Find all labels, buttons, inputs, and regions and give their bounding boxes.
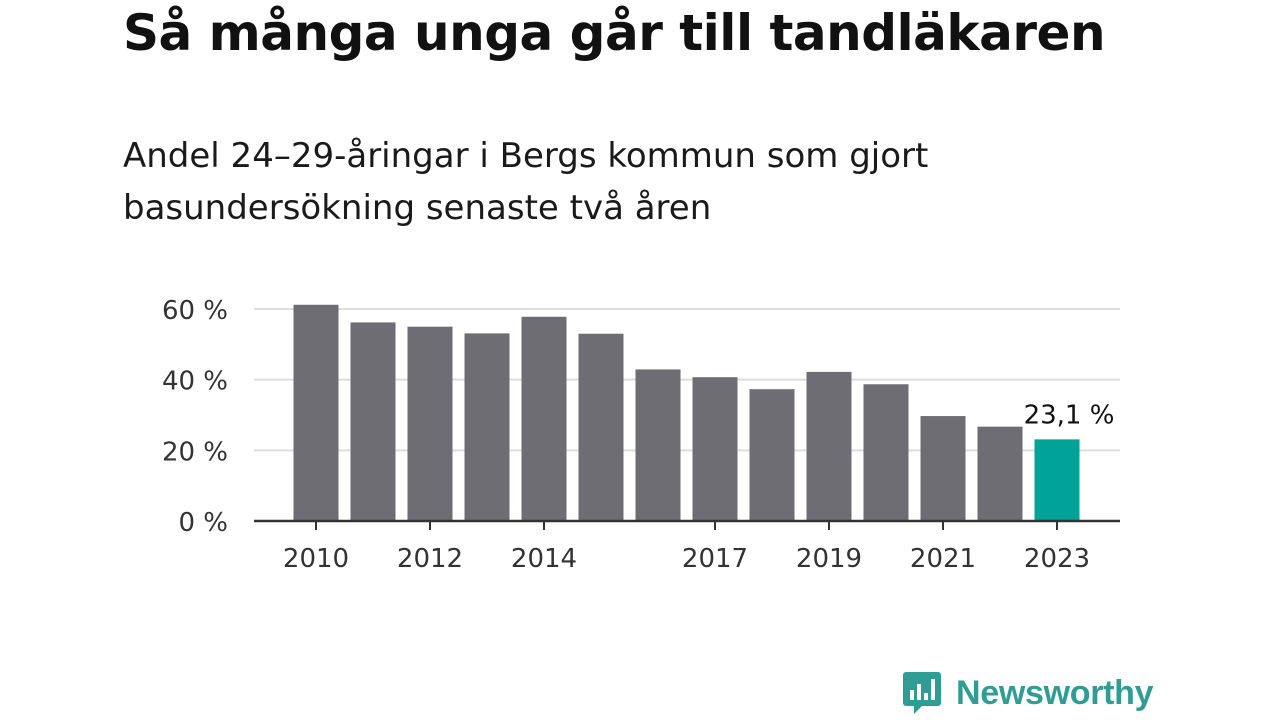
bar-2014 <box>521 316 567 521</box>
bar-2011 <box>350 322 396 521</box>
bar-2015 <box>578 333 624 521</box>
bar-2020 <box>863 384 909 521</box>
x-tick-label: 2010 <box>283 544 349 574</box>
x-tick-label: 2017 <box>682 544 748 574</box>
bar-2010 <box>293 304 339 521</box>
y-tick-label: 40 % <box>162 367 228 397</box>
chart-subtitle: Andel 24–29-åringar i Bergs kommun som g… <box>123 136 929 228</box>
y-tick-label: 60 % <box>162 296 228 326</box>
bar-2016 <box>635 369 681 521</box>
data-label: 23,1 % <box>1024 400 1115 430</box>
axes <box>254 519 1120 530</box>
bar-2017 <box>692 377 738 521</box>
bar-2012 <box>407 326 453 521</box>
chart-title: Så många unga går till tandläkaren <box>123 4 1106 62</box>
bars <box>293 304 1080 521</box>
x-tick-label: 2012 <box>397 544 463 574</box>
brand-name: Newsworthy <box>956 673 1154 712</box>
gridlines <box>254 308 1120 452</box>
brand-logo: Newsworthy <box>902 668 1154 718</box>
x-tick-label: 2023 <box>1024 544 1090 574</box>
bar-2021 <box>920 416 966 521</box>
labels: 0 % 20 % 40 % 60 % 2010 2012 2014 2017 2019 2021 2… <box>162 296 1115 574</box>
bar-2013 <box>464 333 510 521</box>
y-tick-label: 0 % <box>178 508 228 538</box>
x-tick-label: 2021 <box>910 544 976 574</box>
newsworthy-logo-icon <box>903 672 941 714</box>
bar-2022 <box>977 426 1023 521</box>
x-tick-label: 2019 <box>796 544 862 574</box>
bar-2019 <box>806 371 852 521</box>
bar-2023 <box>1034 439 1080 521</box>
y-tick-label: 20 % <box>162 437 228 467</box>
x-tick-label: 2014 <box>511 544 577 574</box>
bar-2018 <box>749 389 795 521</box>
